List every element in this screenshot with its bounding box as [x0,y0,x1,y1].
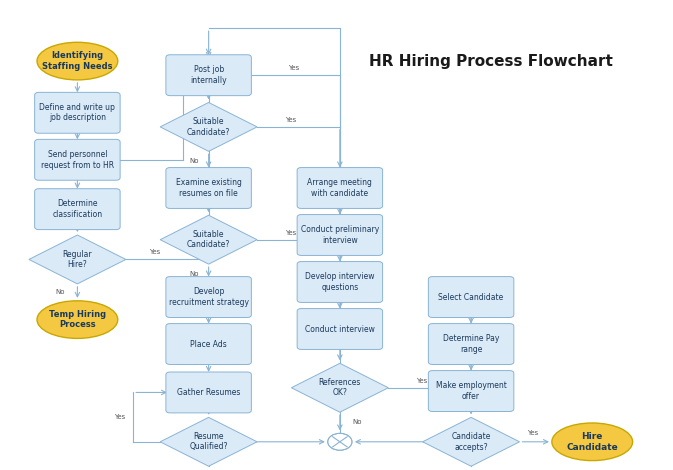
Circle shape [328,433,352,450]
Text: Yes: Yes [416,378,427,384]
Text: Yes: Yes [288,65,299,71]
FancyBboxPatch shape [297,168,382,209]
Text: Define and write up
job description: Define and write up job description [40,103,115,123]
Text: Conduct interview: Conduct interview [305,324,375,334]
FancyBboxPatch shape [166,55,252,95]
Text: Resume
Qualified?: Resume Qualified? [189,432,228,452]
FancyBboxPatch shape [35,139,120,180]
Polygon shape [423,417,520,466]
Text: References
OK?: References OK? [319,378,361,398]
Text: Hire
Candidate: Hire Candidate [567,432,618,452]
FancyBboxPatch shape [428,276,514,318]
Text: Suitable
Candidate?: Suitable Candidate? [187,230,230,250]
Text: Yes: Yes [285,117,296,123]
Text: Regular
Hire?: Regular Hire? [63,250,92,269]
Text: Place Ads: Place Ads [190,339,227,349]
Text: No: No [352,419,361,424]
Text: Suitable
Candidate?: Suitable Candidate? [187,117,230,137]
Text: Yes: Yes [114,414,125,420]
Text: Determine Pay
range: Determine Pay range [443,334,499,354]
Text: No: No [56,290,65,295]
FancyBboxPatch shape [166,276,252,318]
FancyBboxPatch shape [166,372,252,413]
Text: Yes: Yes [527,431,538,436]
Text: Yes: Yes [149,250,160,255]
Text: Temp Hiring
Process: Temp Hiring Process [49,310,106,329]
Text: Develop interview
questions: Develop interview questions [305,272,375,292]
Text: Identifying
Staffing Needs: Identifying Staffing Needs [42,51,112,71]
Text: Post job
internally: Post job internally [190,65,227,85]
FancyBboxPatch shape [166,323,252,365]
Text: Arrange meeting
with candidate: Arrange meeting with candidate [308,178,372,198]
Text: HR Hiring Process Flowchart: HR Hiring Process Flowchart [369,54,613,69]
Polygon shape [160,102,257,151]
FancyBboxPatch shape [297,308,382,350]
Text: Select Candidate: Select Candidate [439,292,503,302]
Text: Yes: Yes [285,230,296,235]
FancyBboxPatch shape [297,261,382,303]
FancyBboxPatch shape [297,214,382,256]
Polygon shape [29,235,126,284]
Polygon shape [160,417,257,466]
Text: Determine
classification: Determine classification [52,199,102,219]
FancyBboxPatch shape [35,92,120,133]
Text: Examine existing
resumes on file: Examine existing resumes on file [176,178,242,198]
Text: No: No [189,158,199,164]
Ellipse shape [37,301,118,338]
Text: Develop
recruitment strategy: Develop recruitment strategy [169,287,248,307]
Text: Make employment
offer: Make employment offer [435,381,507,401]
FancyBboxPatch shape [35,188,120,229]
Text: Candidate
accepts?: Candidate accepts? [452,432,491,452]
Text: No: No [189,271,199,276]
Polygon shape [291,363,388,412]
Ellipse shape [552,423,633,461]
Ellipse shape [37,42,118,80]
FancyBboxPatch shape [428,323,514,365]
Text: Send personnel
request from to HR: Send personnel request from to HR [41,150,114,170]
Text: Conduct preliminary
interview: Conduct preliminary interview [301,225,379,245]
Polygon shape [160,215,257,264]
FancyBboxPatch shape [428,370,514,412]
Text: Gather Resumes: Gather Resumes [177,388,240,397]
FancyBboxPatch shape [166,168,252,209]
